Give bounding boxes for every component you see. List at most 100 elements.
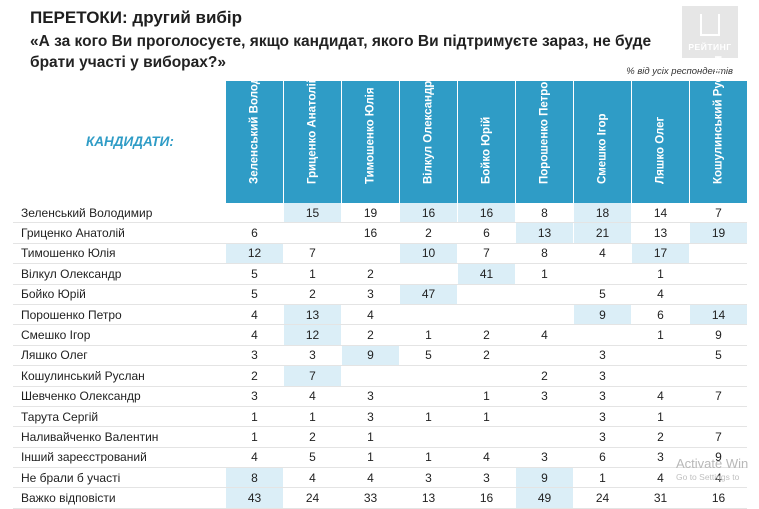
table-cell: 13	[631, 222, 690, 244]
table-cell	[515, 345, 574, 367]
table-cell: 1	[515, 263, 574, 285]
rating-logo: РЕЙТИНГ	[682, 6, 738, 58]
table-cell: 9	[689, 324, 747, 346]
table-cell: 4	[341, 467, 400, 489]
column-header: Вілкул Олександр	[399, 81, 458, 203]
table-cell: 16	[689, 487, 747, 509]
table-cell: 1	[399, 324, 458, 346]
row-candidate-name: Смешко Ігор	[13, 324, 226, 346]
table-cell: 4	[573, 243, 632, 265]
table-cell	[457, 365, 516, 387]
table-cell: 1	[341, 447, 400, 469]
column-header: Гриценко Анатолій	[283, 76, 342, 203]
row-candidate-name: Гриценко Анатолій	[13, 222, 226, 244]
windows-watermark-sub: Go to Settings to	[676, 472, 740, 482]
table-cell: 18	[573, 203, 632, 224]
table-cell: 4	[283, 386, 342, 407]
table-cell: 3	[573, 406, 632, 428]
table-cell: 13	[515, 222, 574, 244]
table-cell: 4	[631, 284, 690, 305]
windows-watermark: Activate Win	[676, 456, 749, 471]
table-cell: 1	[283, 263, 342, 285]
table-body: Зеленський Володимир 15 19 16 16 8 18 14 7 Грицен…	[13, 203, 747, 509]
table-cell: 4	[341, 304, 400, 326]
table-cell	[283, 222, 342, 244]
table-cell: 5	[573, 284, 632, 305]
table-cell: 3	[457, 467, 516, 489]
table-row: Інший зареєстрований 4 5 1 1 4 3 6 3 9	[13, 447, 747, 469]
table-cell	[399, 365, 458, 387]
column-header-label: Тимошенко Юлія	[364, 87, 376, 184]
candidates-label: КАНДИДАТИ:	[86, 134, 174, 149]
table-row: Зеленський Володимир 15 19 16 16 8 18 14 7	[13, 203, 747, 224]
column-header-label: Кошулинський Руслан	[712, 55, 724, 184]
table-cell	[399, 426, 458, 448]
row-candidate-name: Тарута Сергій	[13, 406, 226, 428]
table-cell: 7	[457, 243, 516, 265]
table-cell: 1	[225, 406, 284, 428]
table-cell: 3	[515, 386, 574, 407]
table-cell	[689, 243, 747, 265]
table-cell: 5	[399, 345, 458, 367]
column-header: Тимошенко Юлія	[341, 81, 400, 203]
table-cell	[573, 263, 632, 285]
table-cell: 16	[341, 222, 400, 244]
table-cell: 6	[631, 304, 690, 326]
table-cell	[515, 304, 574, 326]
table-cell	[457, 304, 516, 326]
table-cell: 3	[399, 467, 458, 489]
table-cell: 16	[399, 203, 458, 224]
table-cell	[573, 324, 632, 346]
table-row: Бойко Юрій 5 2 3 47 5 4	[13, 284, 747, 305]
table-cell: 3	[341, 406, 400, 428]
table-cell	[515, 284, 574, 305]
table-cell: 3	[283, 345, 342, 367]
table-cell: 5	[283, 447, 342, 469]
logo-mark-icon	[700, 14, 720, 36]
table-cell	[399, 304, 458, 326]
transfer-table: Зеленський Володимир Гриценко Анатолій Тим…	[13, 47, 747, 509]
table-cell: 13	[399, 487, 458, 509]
table-cell: 2	[399, 222, 458, 244]
table-row: Кошулинський Руслан 2 7 2 3	[13, 365, 747, 387]
table-cell: 8	[225, 467, 284, 489]
table-cell: 3	[573, 365, 632, 387]
column-header: Кошулинський Руслан	[689, 55, 747, 203]
row-candidate-name: Кошулинський Руслан	[13, 365, 226, 387]
table-cell: 3	[225, 386, 284, 407]
table-row: Вілкул Олександр 5 1 2 41 1 1	[13, 263, 747, 285]
table-cell: 3	[515, 447, 574, 469]
column-header-label: Ляшко Олег	[654, 116, 666, 184]
table-cell	[689, 365, 747, 387]
table-cell	[399, 263, 458, 285]
table-cell	[399, 386, 458, 407]
logo-text: РЕЙТИНГ	[688, 42, 732, 52]
table-cell: 4	[515, 324, 574, 346]
table-cell: 8	[515, 203, 574, 224]
table-cell: 2	[283, 284, 342, 305]
table-row: Тарута Сергій 1 1 3 1 1 3 1	[13, 406, 747, 428]
table-cell: 1	[283, 406, 342, 428]
table-cell	[689, 284, 747, 305]
table-cell: 16	[457, 203, 516, 224]
table-cell: 16	[457, 487, 516, 509]
row-candidate-name: Вілкул Олександр	[13, 263, 226, 285]
table-cell: 4	[631, 386, 690, 407]
table-cell: 5	[225, 284, 284, 305]
table-cell: 5	[225, 263, 284, 285]
table-cell: 24	[573, 487, 632, 509]
table-cell: 1	[573, 467, 632, 489]
table-cell: 21	[573, 222, 632, 244]
table-cell	[631, 365, 690, 387]
table-cell: 4	[225, 447, 284, 469]
column-header-label: Порошенко Петро	[538, 81, 550, 184]
page-title: ПЕРЕТОКИ: другий вибір	[30, 8, 243, 27]
table-cell: 5	[689, 345, 747, 367]
column-header: Зеленський Володимир	[225, 47, 284, 203]
table-cell: 7	[283, 243, 342, 265]
table-cell: 3	[573, 386, 632, 407]
row-candidate-name: Інший зареєстрований	[13, 447, 226, 469]
table-row: Порошенко Петро 4 13 4 9 6 14	[13, 304, 747, 326]
table-cell: 2	[341, 263, 400, 285]
table-header-row: Зеленський Володимир Гриценко Анатолій Тим…	[13, 47, 747, 203]
